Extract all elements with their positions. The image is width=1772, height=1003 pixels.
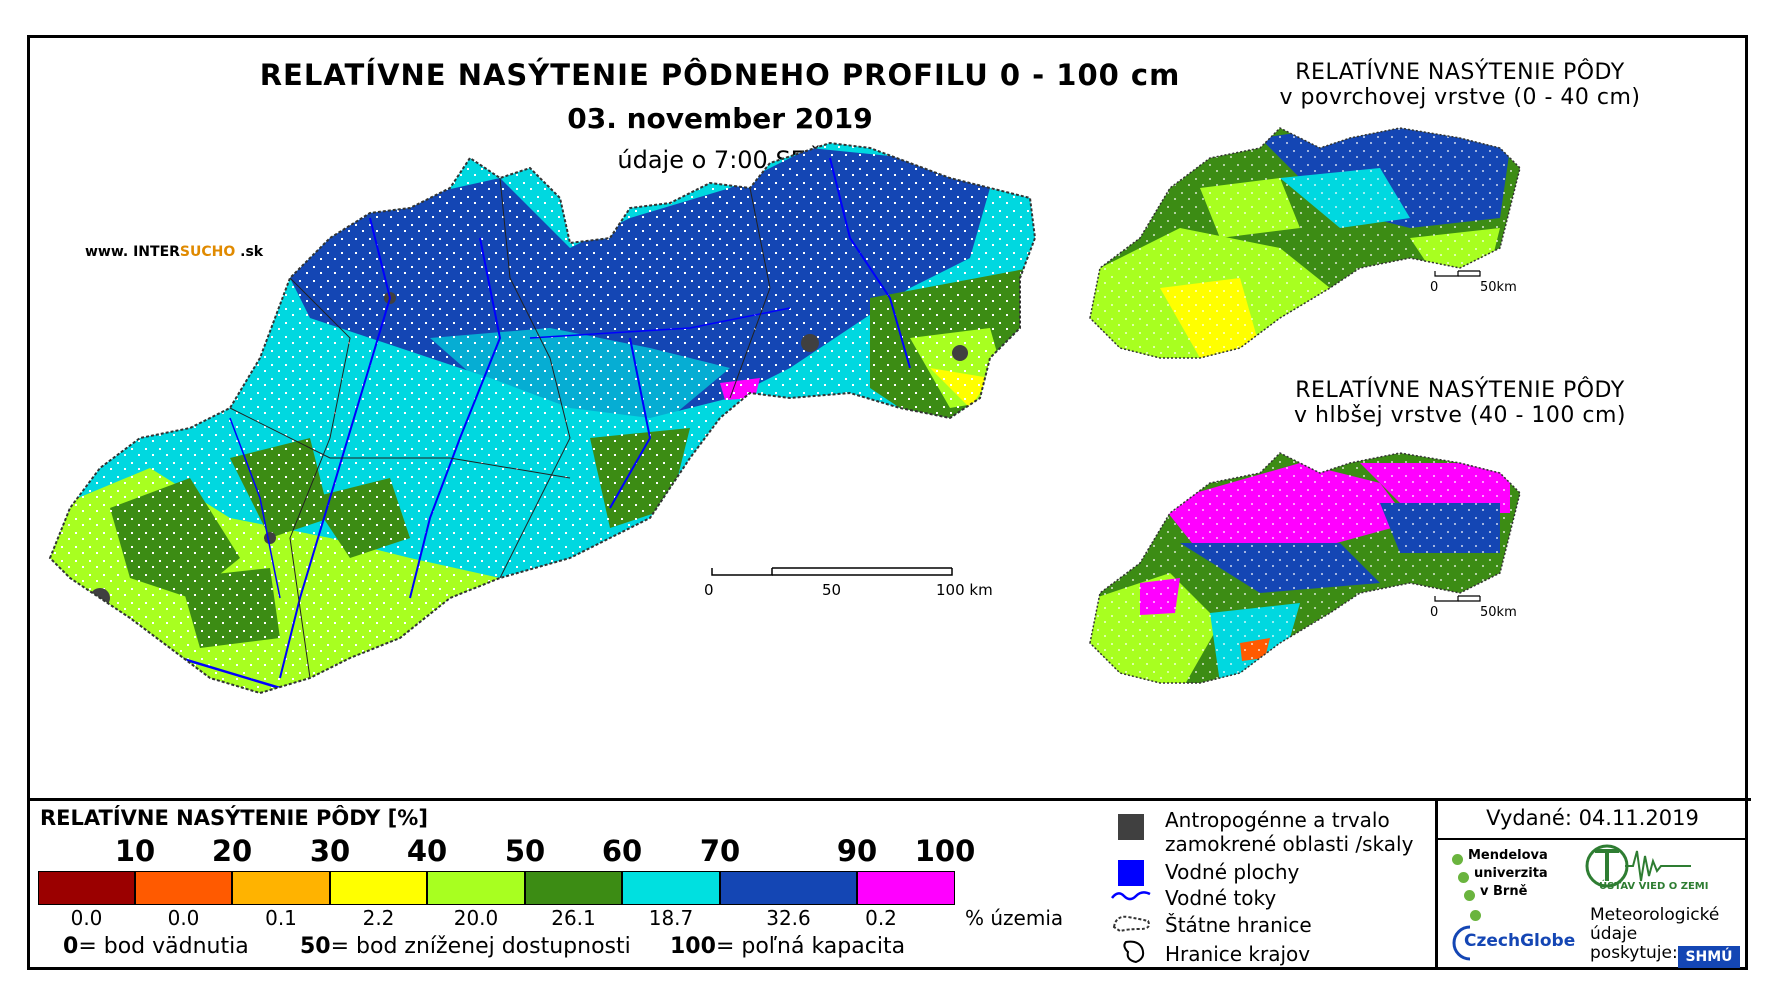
note-reduced-value: 50: [300, 934, 331, 959]
bin-label-100: 100: [914, 834, 976, 868]
side-map-1-scale-0: 0: [1430, 280, 1439, 295]
note-reduced-text: = bod zníženej dostupnosti: [330, 934, 631, 959]
bin-label-30: 30: [309, 834, 351, 868]
legend-share-1: 0.0: [167, 906, 200, 930]
legend-anthropogenic: Antropogénne a trvalo zamokrené oblasti …: [1165, 808, 1413, 856]
main-scale-label-50: 50: [822, 581, 842, 599]
bin-label-50: 50: [504, 834, 546, 868]
ustav-text: ÚSTAV VIED O ZEMI: [1599, 881, 1709, 892]
date-title: 03. november 2019: [567, 102, 873, 135]
shmu-logo: SHMÚ: [1678, 946, 1740, 968]
legend-share-4: 20.0: [453, 906, 499, 930]
legend-bin-7: [720, 871, 857, 905]
website-prefix: www. INTER: [85, 244, 180, 260]
note-wilting-text: = bod vädnutia: [78, 934, 249, 959]
legend-separator: [1435, 798, 1438, 970]
legend-share-7: 32.6: [766, 906, 811, 930]
legend-share-2: 0.1: [265, 906, 297, 930]
note-field-value: 100: [670, 934, 716, 959]
main-scale-label-100: 100 km: [936, 581, 993, 599]
side-map-1-title-line2: v povrchovej vrstve (0 - 40 cm): [1279, 85, 1641, 110]
issued-separator: [1435, 838, 1748, 840]
website-link[interactable]: www. INTERSUCHO .sk: [85, 244, 263, 260]
state-border-outline: [48, 141, 1037, 695]
mendel-line2: univerzita: [1474, 866, 1548, 881]
mendel-line3: v Brně: [1480, 884, 1528, 899]
ustav-vied-o-zemi-logo: ÚSTAV VIED O ZEMI: [1585, 841, 1708, 901]
side-map-2: [1089, 452, 1521, 684]
side-map-2-title-line1: RELATÍVNE NASÝTENIE PÔDY: [1295, 378, 1625, 403]
state-border-icon: [1112, 915, 1150, 933]
side-map-2-scale-50: 50km: [1480, 605, 1517, 620]
legend-state-border: Štátne hranice: [1165, 913, 1312, 937]
side-map-2-title-line2: v hlbšej vrstve (40 - 100 cm): [1294, 403, 1626, 428]
note-wilting-value: 0: [63, 934, 79, 959]
bin-label-90: 90: [836, 834, 878, 868]
main-scale-label-0: 0: [704, 581, 714, 599]
legend-water-flows: Vodné toky: [1165, 886, 1277, 910]
bin-label-10: 10: [114, 834, 156, 868]
bin-label-70: 70: [699, 834, 741, 868]
river-line-icon: [1111, 891, 1151, 901]
legend-share-3: 2.2: [362, 906, 395, 930]
meteo-credit: Meteorologické údaje poskytuje:: [1590, 906, 1719, 963]
website-accent: SUCHO: [179, 244, 236, 260]
side-map-1-title-line1: RELATÍVNE NASÝTENIE PÔDY: [1295, 60, 1625, 85]
legend-share-8: 0.2: [865, 906, 897, 930]
legend-share-5: 26.1: [551, 906, 596, 930]
bin-label-20: 20: [211, 834, 253, 868]
side-map-2-title: RELATÍVNE NASÝTENIE PÔDY v hlbšej vrstve…: [1230, 378, 1690, 428]
legend-bin-3: [330, 871, 427, 905]
czechglobe-text: CzechGlobe: [1464, 931, 1576, 951]
meteo-line3: poskytuje:: [1590, 943, 1678, 963]
side-map-1: [1089, 127, 1521, 359]
legend-water-areas: Vodné plochy: [1165, 860, 1300, 884]
issued-date: Vydané: 04.11.2019: [1486, 806, 1699, 830]
anthropogenic-swatch: [1118, 814, 1144, 840]
note-field-capacity: 100= poľná kapacita: [670, 934, 905, 959]
legend-region-border: Hranice krajov: [1165, 942, 1311, 966]
legend-bin-4: [427, 871, 525, 905]
legend-anthropogenic-line2: zamokrené oblasti /skaly: [1165, 832, 1414, 856]
legend-bin-8: [857, 871, 955, 905]
website-suffix: .sk: [235, 244, 264, 260]
bin-label-40: 40: [406, 834, 448, 868]
legend-panel: [30, 798, 1751, 973]
mendel-line1: Mendelova: [1468, 848, 1548, 863]
legend-title: RELATÍVNE NASÝTENIE PÔDY [%]: [40, 806, 428, 830]
side-map-1-title: RELATÍVNE NASÝTENIE PÔDY v povrchovej vr…: [1230, 60, 1690, 110]
note-reduced-availability: 50= bod zníženej dostupnosti: [300, 934, 631, 959]
main-title: RELATÍVNE NASÝTENIE PÔDNEHO PROFILU 0 - …: [259, 58, 1181, 92]
legend-share-0: 0.0: [70, 906, 103, 930]
meteo-line2: údaje: [1590, 924, 1638, 944]
water-area-swatch: [1118, 860, 1144, 886]
region-border-icon: [1123, 940, 1145, 964]
legend-bin-2: [232, 871, 330, 905]
legend-share-6: 18.7: [648, 906, 694, 930]
main-scale-bar: [711, 567, 953, 576]
meteo-line1: Meteorologické: [1590, 905, 1720, 925]
units-label: % územia: [965, 906, 1064, 930]
legend-bin-6: [622, 871, 720, 905]
note-wilting-point: 0= bod vädnutia: [63, 934, 249, 959]
side-map-1-scale-50: 50km: [1480, 280, 1517, 295]
legend-bin-1: [135, 871, 232, 905]
map-frame: RELATÍVNE NASÝTENIE PÔDNEHO PROFILU 0 - …: [27, 35, 1751, 973]
czechglobe-logo: CzechGlobe: [1450, 923, 1575, 963]
bin-label-60: 60: [601, 834, 643, 868]
side-map-2-scale-0: 0: [1430, 605, 1439, 620]
legend-anthropogenic-line1: Antropogénne a trvalo: [1165, 808, 1390, 832]
note-field-text: = poľná kapacita: [715, 934, 906, 959]
legend-bin-0: [38, 871, 135, 905]
legend-bin-5: [525, 871, 622, 905]
main-map: [48, 141, 1037, 695]
